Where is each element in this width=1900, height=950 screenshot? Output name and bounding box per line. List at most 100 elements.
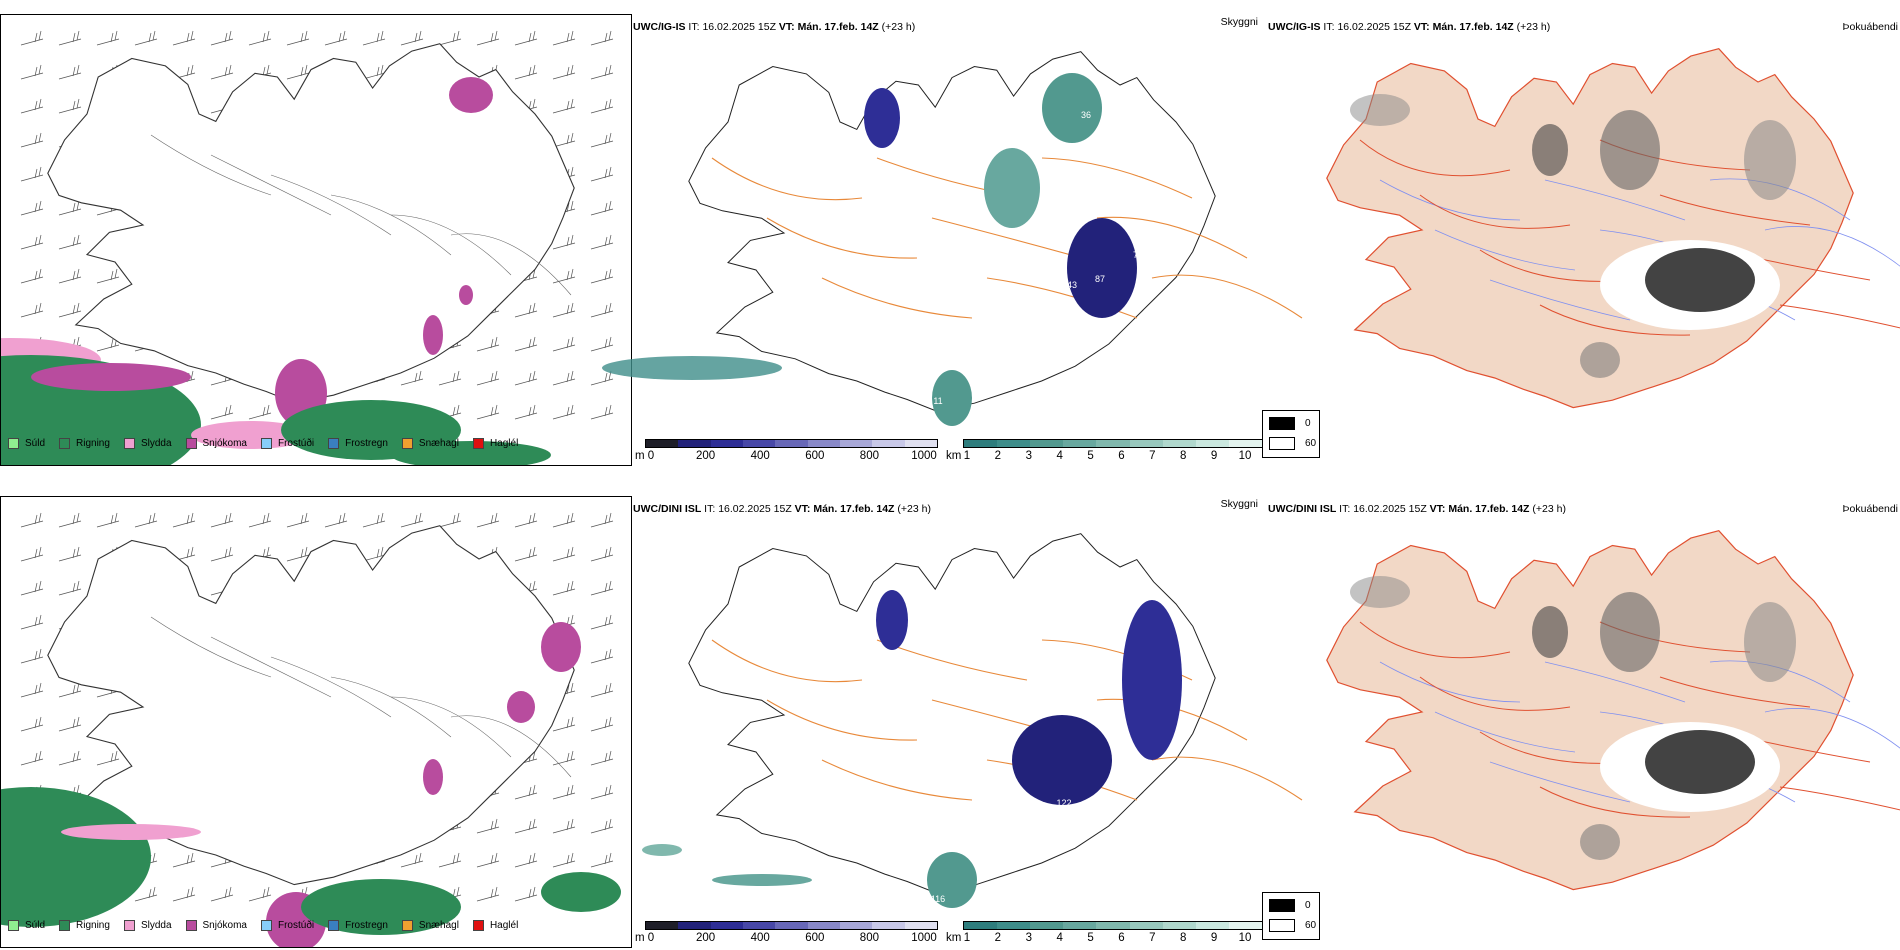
river-line [1379, 661, 1521, 703]
legend-swatch [123, 438, 135, 449]
colorbar-segment [646, 922, 679, 929]
legend-swatch [328, 920, 340, 931]
river-line [1434, 711, 1576, 753]
legend-swatch [328, 438, 340, 449]
wind-barb [552, 852, 576, 868]
colorbar-segment [997, 440, 1031, 447]
wind-barb [552, 370, 576, 386]
legend-item-rigning: Rigning [59, 438, 110, 449]
precip-legend: Súld Rigning Slydda Snjókoma Frostúði Frostre… [8, 438, 532, 449]
wind-barb [134, 512, 158, 528]
wind-barb [476, 512, 500, 528]
legend-item-slydda: Slydda [123, 920, 172, 931]
wind-barb [514, 404, 538, 420]
wind-barb [552, 546, 576, 562]
wind-barb [362, 30, 386, 46]
wind-barb [20, 200, 44, 216]
colorbar-segment [1129, 440, 1163, 447]
snow-area [423, 315, 443, 355]
wind-barb [514, 784, 538, 800]
tick-label: 2 [994, 932, 1002, 944]
cloud-base-area [1122, 600, 1182, 760]
legend-item-snjokoma: Snjókoma [185, 438, 247, 449]
wind-barb [20, 580, 44, 596]
legend-swatch [59, 920, 71, 931]
legend-item-sud: Súld [8, 920, 45, 931]
fog-area [1350, 576, 1410, 608]
road-line [450, 233, 572, 296]
road-line [270, 656, 392, 718]
cloud-base-area [876, 590, 908, 650]
wind-barb [20, 30, 44, 46]
wind-barb [210, 886, 234, 902]
snow-area [507, 691, 535, 723]
snow-area [459, 285, 473, 305]
legend-label: Frostúði [277, 920, 315, 931]
legend-label: Frostúði [277, 438, 315, 449]
wind-barb [552, 716, 576, 732]
iceland-outline [688, 51, 1216, 412]
valid-time: Mán. 17.feb. 14Z [1448, 503, 1530, 515]
precip-type-map [0, 496, 632, 948]
sleet-area [191, 421, 311, 449]
road-line [1096, 216, 1248, 259]
wind-barb [552, 336, 576, 352]
colorbar-segment [839, 922, 873, 929]
wind-barb [552, 98, 576, 114]
road-line [1419, 676, 1571, 711]
fog-swatch-black [1269, 417, 1295, 430]
visibility-area [642, 844, 682, 856]
cloud-base-unit: m [635, 450, 645, 462]
wind-barb [552, 302, 576, 318]
colorbar-segment [872, 922, 905, 929]
colorbar-segment [807, 440, 840, 447]
dense-fog-area [1645, 730, 1755, 794]
tick-label: 3 [1025, 450, 1032, 462]
legend-label: Súld [25, 920, 46, 931]
tick-label: 3 [1025, 932, 1032, 944]
cloud-base-label: 75 [1133, 250, 1143, 260]
fog-area [1350, 94, 1410, 126]
fog-legend: 0 60 [1262, 410, 1320, 458]
wind-barb [590, 716, 614, 732]
colorbar-segment [1228, 922, 1262, 929]
cloud-base-area [1067, 218, 1137, 318]
wind-barb [210, 404, 234, 420]
river-line [1764, 226, 1900, 267]
rain-area [301, 879, 461, 935]
tick-label: 200 [696, 932, 716, 944]
legend-label: Snjókoma [202, 438, 247, 449]
road-line [711, 157, 863, 201]
wind-barb [514, 64, 538, 80]
valid-time: Mán. 17.feb. 14Z [797, 21, 879, 33]
fog-swatch-white [1269, 919, 1295, 932]
wind-barb [286, 512, 310, 528]
wind-barb [96, 268, 120, 284]
road-line [1779, 786, 1900, 811]
panel-title: Þokuábendi [1842, 21, 1898, 33]
wind-barb [172, 30, 196, 46]
wind-barb [514, 886, 538, 902]
tick-label: 400 [750, 932, 770, 944]
valid-time: Mán. 17.feb. 14Z [1432, 21, 1514, 33]
fog-area [1580, 342, 1620, 378]
panel-header: UWC/IG-IS IT: 16.02.2025 15Z VT: Mán. 17… [1268, 21, 1550, 33]
wind-barb [20, 682, 44, 698]
precip-legend: Súld Rigning Slydda Snjókoma Frostúði Frostre… [8, 920, 532, 931]
colorbar-segment [710, 440, 743, 447]
fog-legend-white: 60 [1269, 437, 1316, 450]
wind-barb [514, 370, 538, 386]
tick-label: 1000 [911, 450, 937, 462]
visibility-unit: km [946, 450, 962, 462]
road-line [1151, 756, 1303, 801]
tick-label: 1 [963, 450, 971, 462]
visibility-area [712, 874, 812, 886]
wind-barb [590, 132, 614, 148]
wind-barb [286, 30, 310, 46]
wind-barb [552, 750, 576, 766]
legend-swatch [185, 920, 197, 931]
colorbar-segment [1228, 440, 1262, 447]
colorbar-segment [1162, 922, 1196, 929]
wind-barb [362, 512, 386, 528]
fog-area [1600, 592, 1660, 672]
